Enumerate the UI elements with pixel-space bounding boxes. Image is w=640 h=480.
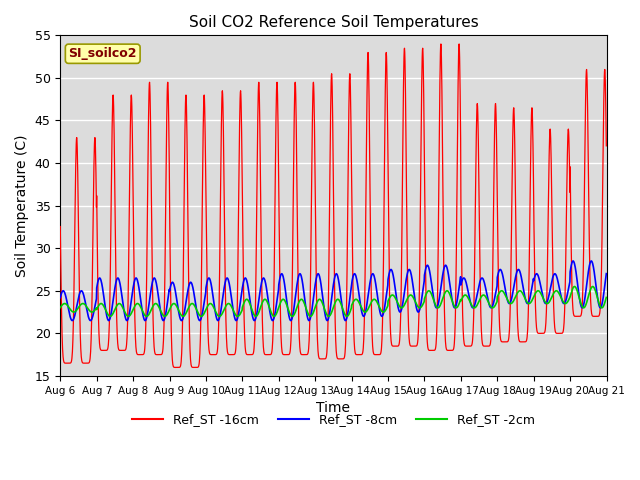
Ref_ST -16cm: [492, 123, 500, 129]
Ref_ST -2cm: [56, 305, 64, 311]
Ref_ST -8cm: [554, 280, 562, 286]
Ref_ST -16cm: [555, 330, 563, 336]
Ref_ST -16cm: [570, 312, 577, 318]
Line: Ref_ST -2cm: Ref_ST -2cm: [60, 287, 606, 316]
Ref_ST -8cm: [361, 311, 369, 317]
Ref_ST -2cm: [361, 309, 369, 315]
Line: Ref_ST -8cm: Ref_ST -8cm: [60, 261, 606, 321]
Ref_ST -2cm: [492, 301, 500, 307]
Ref_ST -2cm: [106, 313, 114, 319]
Ref_ST -2cm: [554, 289, 562, 295]
Ref_ST -8cm: [68, 318, 76, 324]
Ref_ST -16cm: [209, 352, 216, 358]
Y-axis label: Soil Temperature (C): Soil Temperature (C): [15, 134, 29, 277]
Ref_ST -8cm: [492, 288, 500, 294]
Ref_ST -16cm: [349, 300, 357, 305]
Ref_ST -16cm: [361, 276, 369, 282]
Ref_ST -8cm: [56, 295, 64, 300]
Ref_ST -16cm: [173, 364, 180, 370]
Ref_ST -2cm: [349, 299, 357, 305]
Ref_ST -2cm: [570, 284, 577, 290]
Ref_ST -8cm: [602, 271, 610, 276]
Ref_ST -2cm: [602, 295, 610, 300]
Legend: Ref_ST -16cm, Ref_ST -8cm, Ref_ST -2cm: Ref_ST -16cm, Ref_ST -8cm, Ref_ST -2cm: [127, 408, 540, 431]
X-axis label: Time: Time: [316, 401, 351, 415]
Line: Ref_ST -16cm: Ref_ST -16cm: [60, 44, 606, 367]
Ref_ST -16cm: [56, 224, 64, 229]
Ref_ST -16cm: [437, 41, 445, 47]
Ref_ST -8cm: [209, 292, 216, 298]
Ref_ST -8cm: [349, 273, 357, 279]
Ref_ST -8cm: [570, 259, 577, 264]
Ref_ST -8cm: [570, 258, 577, 264]
Ref_ST -2cm: [571, 284, 579, 289]
Ref_ST -16cm: [602, 143, 610, 149]
Ref_ST -2cm: [209, 303, 216, 309]
Text: SI_soilco2: SI_soilco2: [68, 47, 137, 60]
Title: Soil CO2 Reference Soil Temperatures: Soil CO2 Reference Soil Temperatures: [189, 15, 478, 30]
